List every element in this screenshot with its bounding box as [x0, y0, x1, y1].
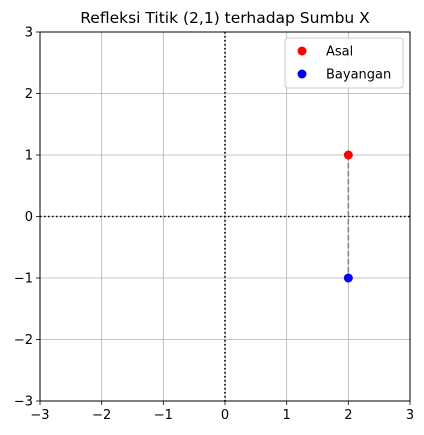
x-tick-label: −3	[30, 408, 49, 423]
legend: Asal Bayangan	[284, 37, 404, 89]
legend-marker-asal	[297, 46, 307, 56]
x-tick-label: 3	[406, 408, 414, 423]
y-tick-label: 1	[25, 149, 33, 164]
y-tick-label: −3	[14, 395, 33, 410]
y-tick-label: −1	[14, 272, 33, 287]
y-tick-label: 0	[25, 210, 33, 225]
data-points	[343, 150, 353, 283]
axis-ticks: −3 −2 −1 0 1 2 3 −3 −2 −1 0 1 2 3	[14, 26, 414, 424]
y-tick-label: 3	[25, 26, 33, 41]
chart-title: Refleksi Titik (2,1) terhadap Sumbu X	[80, 9, 370, 27]
legend-marker-bayangan	[297, 69, 307, 79]
data-point-asal	[343, 150, 353, 160]
legend-label-bayangan: Bayangan	[326, 68, 391, 83]
x-tick-label: −1	[154, 408, 173, 423]
x-tick-label: 0	[221, 408, 229, 423]
legend-label-asal: Asal	[326, 45, 353, 60]
legend-box	[284, 37, 404, 89]
x-tick-label: −2	[92, 408, 111, 423]
data-point-bayangan	[343, 273, 353, 283]
y-tick-label: 2	[25, 87, 33, 102]
y-tick-label: −2	[14, 333, 33, 348]
x-tick-label: 2	[344, 408, 352, 423]
x-tick-label: 1	[283, 408, 291, 423]
